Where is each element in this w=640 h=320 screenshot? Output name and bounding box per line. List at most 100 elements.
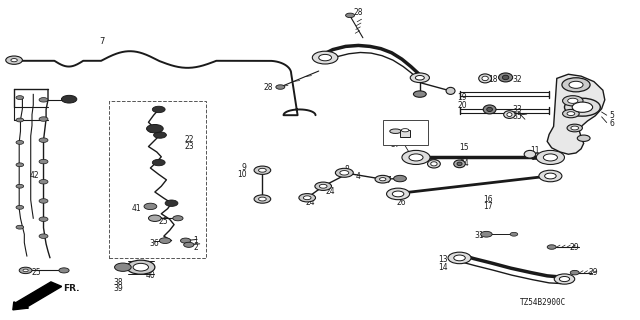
Text: 25: 25: [158, 217, 168, 226]
Circle shape: [180, 238, 191, 243]
Circle shape: [572, 102, 593, 112]
Circle shape: [39, 138, 48, 142]
FancyArrow shape: [13, 282, 61, 310]
Circle shape: [568, 98, 578, 103]
Circle shape: [276, 85, 285, 89]
Circle shape: [448, 252, 471, 264]
Circle shape: [375, 175, 390, 183]
Circle shape: [39, 98, 48, 102]
Circle shape: [415, 76, 424, 80]
Ellipse shape: [487, 107, 493, 112]
Ellipse shape: [502, 75, 509, 80]
Circle shape: [39, 217, 48, 221]
Circle shape: [554, 274, 575, 284]
Ellipse shape: [479, 74, 492, 83]
Circle shape: [539, 170, 562, 182]
Circle shape: [16, 225, 24, 229]
Circle shape: [562, 78, 590, 92]
Circle shape: [152, 159, 165, 166]
Circle shape: [559, 276, 570, 282]
Ellipse shape: [483, 105, 496, 114]
Circle shape: [16, 163, 24, 167]
Circle shape: [335, 168, 353, 177]
Circle shape: [159, 238, 171, 244]
Bar: [383, 120, 428, 145]
Circle shape: [380, 178, 386, 181]
Circle shape: [254, 166, 271, 174]
Circle shape: [394, 175, 406, 182]
Circle shape: [39, 180, 48, 184]
Text: 5: 5: [609, 111, 614, 120]
Circle shape: [563, 109, 579, 118]
Text: 15: 15: [460, 143, 469, 152]
Ellipse shape: [482, 76, 488, 81]
Circle shape: [16, 140, 24, 144]
Circle shape: [59, 268, 69, 273]
Text: 27: 27: [383, 176, 392, 185]
Text: 20: 20: [458, 101, 467, 110]
Text: 24: 24: [325, 188, 335, 196]
Text: 1: 1: [193, 236, 198, 245]
Circle shape: [148, 215, 161, 221]
Circle shape: [154, 132, 166, 138]
Circle shape: [61, 95, 77, 103]
Circle shape: [11, 59, 17, 62]
Circle shape: [39, 199, 48, 203]
Text: 34: 34: [460, 159, 469, 168]
Circle shape: [413, 91, 426, 97]
Text: 42: 42: [30, 171, 40, 180]
Text: 36: 36: [149, 239, 159, 248]
Text: 29: 29: [589, 268, 598, 277]
Circle shape: [563, 96, 583, 106]
Circle shape: [564, 98, 600, 116]
Text: 41: 41: [131, 204, 141, 213]
Circle shape: [454, 255, 465, 261]
Circle shape: [127, 260, 155, 274]
Text: 30: 30: [429, 159, 438, 168]
Circle shape: [259, 197, 266, 201]
Text: 40: 40: [146, 271, 156, 280]
Circle shape: [16, 118, 24, 122]
Circle shape: [115, 263, 131, 271]
Circle shape: [144, 203, 157, 210]
Circle shape: [173, 216, 183, 221]
Circle shape: [346, 13, 355, 18]
Ellipse shape: [457, 162, 462, 166]
Circle shape: [481, 231, 492, 237]
Text: FR.: FR.: [63, 284, 79, 293]
Circle shape: [543, 154, 557, 161]
Circle shape: [147, 124, 163, 133]
Text: 29: 29: [570, 243, 579, 252]
Circle shape: [567, 112, 575, 116]
Text: 17: 17: [483, 202, 493, 211]
Circle shape: [39, 117, 48, 121]
Text: TZ54B2900C: TZ54B2900C: [520, 298, 566, 307]
Circle shape: [39, 159, 48, 164]
Circle shape: [16, 96, 24, 100]
Text: 35: 35: [512, 112, 522, 121]
Circle shape: [536, 150, 564, 164]
Text: 26: 26: [397, 198, 406, 207]
Circle shape: [410, 73, 429, 83]
Circle shape: [16, 184, 24, 188]
Circle shape: [299, 194, 316, 202]
Ellipse shape: [431, 162, 437, 166]
Text: 8: 8: [344, 165, 349, 174]
Circle shape: [319, 54, 332, 61]
Text: 28: 28: [264, 84, 273, 92]
Ellipse shape: [504, 111, 515, 118]
Text: 32: 32: [512, 76, 522, 84]
Text: 39: 39: [113, 284, 124, 293]
Circle shape: [569, 81, 583, 88]
Circle shape: [315, 182, 332, 190]
Text: 3: 3: [149, 126, 159, 135]
Circle shape: [571, 126, 579, 130]
Text: 22: 22: [184, 135, 194, 144]
Text: 16: 16: [483, 195, 493, 204]
Circle shape: [392, 191, 404, 197]
Bar: [109, 101, 206, 258]
Circle shape: [567, 124, 582, 132]
Text: 31—: 31—: [474, 231, 492, 240]
Text: 11: 11: [530, 146, 540, 155]
Ellipse shape: [507, 113, 512, 116]
